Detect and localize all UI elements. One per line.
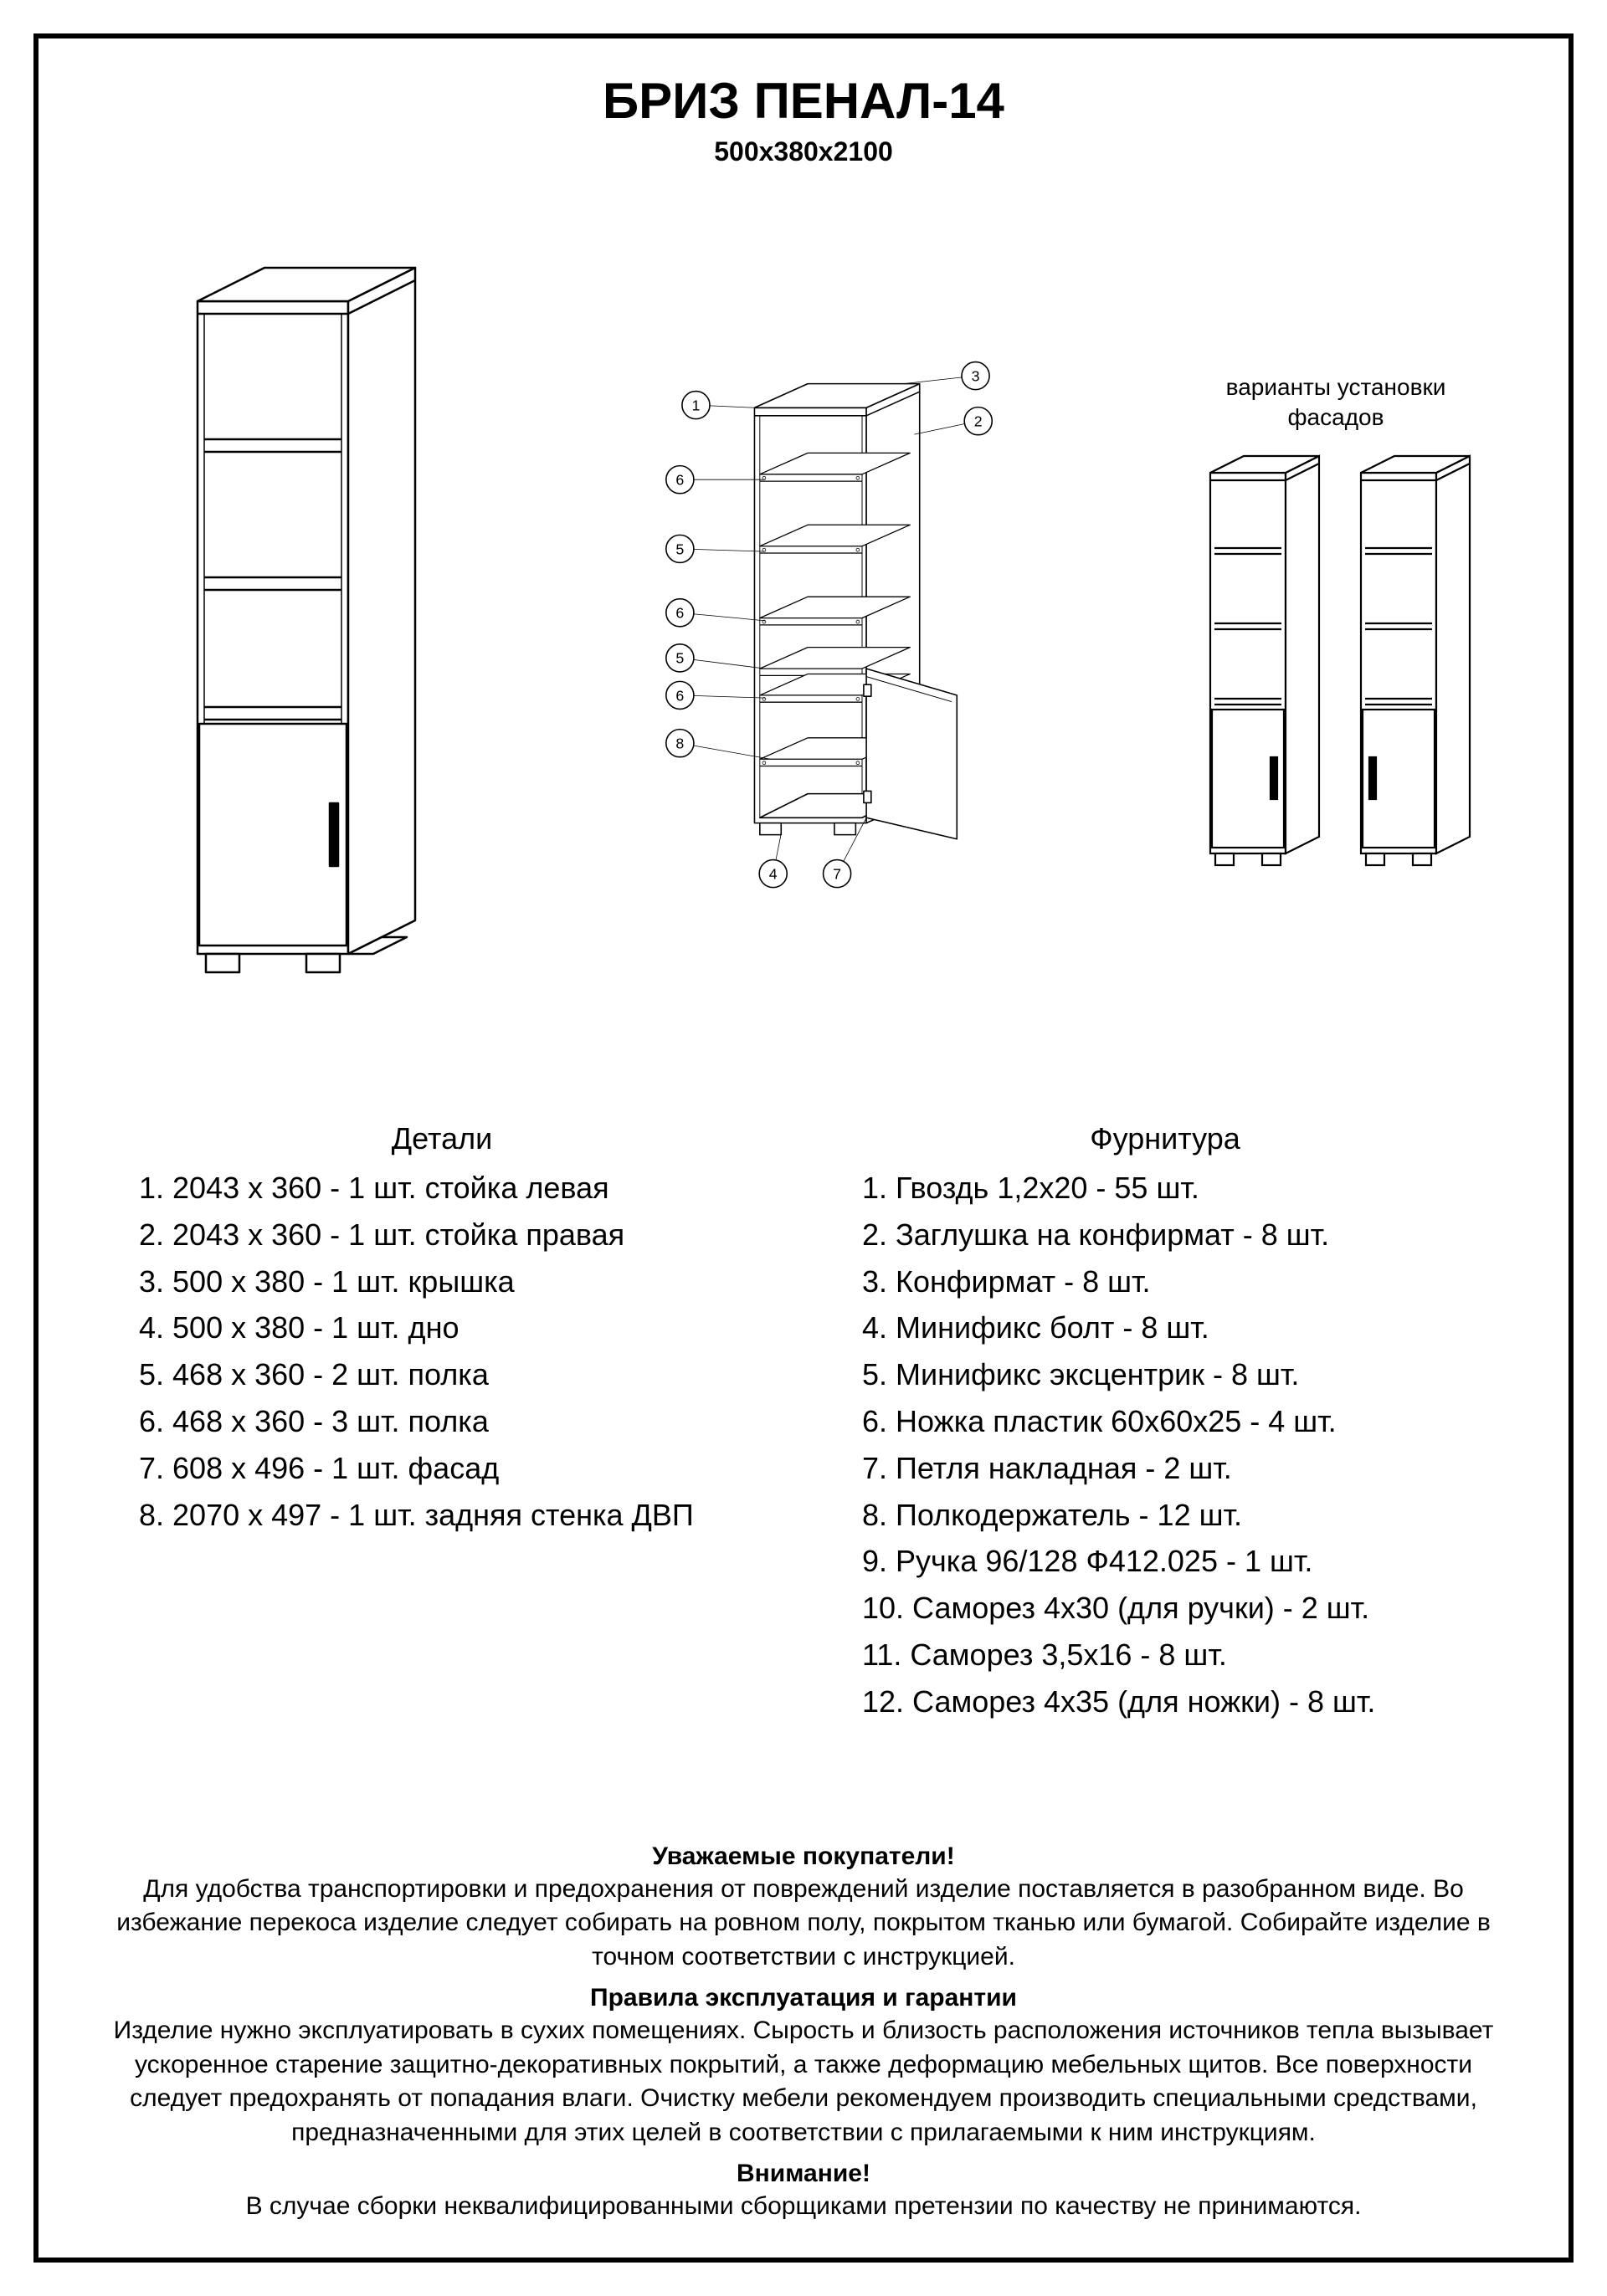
details-item: 8. 2070 х 497 - 1 шт. задняя стенка ДВП [139,1492,753,1539]
hardware-item: 12. Саморез 4х35 (для ножки) - 8 шт. [862,1678,1476,1725]
svg-text:6: 6 [675,472,684,489]
notice-text-2: Изделие нужно эксплуатировать в сухих по… [97,2014,1510,2150]
hardware-list: 1. Гвоздь 1,2х20 - 55 шт.2. Заглушка на … [854,1165,1476,1725]
parts-lists: Детали 1. 2043 х 360 - 1 шт. стойка лева… [80,1121,1527,1725]
notice-heading-2: Правила эксплуатация и гарантии [97,1984,1510,2012]
hardware-item: 6. Ножка пластик 60х60х25 - 4 шт. [862,1398,1476,1445]
hardware-item: 10. Саморез 4х30 (для ручки) - 2 шт. [862,1585,1476,1632]
details-item: 6. 468 х 360 - 3 шт. полка [139,1398,753,1445]
svg-text:5: 5 [675,650,684,667]
hardware-item: 1. Гвоздь 1,2х20 - 55 шт. [862,1165,1476,1212]
details-item: 3. 500 х 380 - 1 шт. крышка [139,1258,753,1305]
diagrams-area: 1 3 2 6 5 6 5 6 8 4 7 варианты установки фасадов [80,192,1527,1054]
details-item: 5. 468 х 360 - 2 шт. полка [139,1351,753,1398]
variants-label: варианты установки фасадов [1177,372,1495,433]
cabinet-assembled-diagram [181,243,457,987]
details-heading: Детали [131,1121,753,1156]
notice-heading-3: Внимание! [97,2160,1510,2188]
hardware-column: Фурнитура 1. Гвоздь 1,2х20 - 55 шт.2. За… [854,1121,1476,1725]
hardware-item: 7. Петля накладная - 2 шт. [862,1445,1476,1492]
svg-text:5: 5 [675,541,684,557]
notice-area: Уважаемые покупатели! Для удобства транс… [80,1842,1527,2224]
hardware-item: 4. Минификс болт - 8 шт. [862,1304,1476,1351]
svg-text:4: 4 [769,865,778,882]
variant-right-diagram [1353,443,1486,879]
cabinet-exploded-diagram: 1 3 2 6 5 6 5 6 8 4 7 [440,201,1026,1046]
details-item: 4. 500 х 380 - 1 шт. дно [139,1304,753,1351]
svg-text:6: 6 [675,687,684,704]
notice-heading-1: Уважаемые покупатели! [97,1842,1510,1871]
svg-text:7: 7 [833,865,841,882]
hardware-item: 3. Конфирмат - 8 шт. [862,1258,1476,1305]
product-dimensions: 500х380х2100 [80,136,1527,167]
svg-text:2: 2 [974,413,983,430]
details-item: 7. 608 х 496 - 1 шт. фасад [139,1445,753,1492]
details-list: 1. 2043 х 360 - 1 шт. стойка левая2. 204… [131,1165,753,1538]
variants-label-line2: фасадов [1288,404,1384,430]
notice-text-3: В случае сборки неквалифицированными сбо… [97,2190,1510,2224]
hardware-item: 9. Ручка 96/128 Ф412.025 - 1 шт. [862,1538,1476,1585]
svg-text:3: 3 [972,367,980,384]
details-item: 2. 2043 х 360 - 1 шт. стойка правая [139,1212,753,1258]
hardware-item: 2. Заглушка на конфирмат - 8 шт. [862,1212,1476,1258]
hardware-item: 5. Минификс эксцентрик - 8 шт. [862,1351,1476,1398]
details-column: Детали 1. 2043 х 360 - 1 шт. стойка лева… [131,1121,753,1725]
product-title: БРИЗ ПЕНАЛ-14 [80,72,1527,130]
details-item: 1. 2043 х 360 - 1 шт. стойка левая [139,1165,753,1212]
document-frame: БРИЗ ПЕНАЛ-14 500х380х2100 [33,33,1574,2263]
hardware-heading: Фурнитура [854,1121,1476,1156]
variants-label-line1: варианты установки [1226,374,1446,400]
hardware-item: 11. Саморез 3,5х16 - 8 шт. [862,1632,1476,1678]
svg-text:1: 1 [692,397,701,413]
notice-text-1: Для удобства транспортировки и предохран… [97,1873,1510,1975]
svg-text:8: 8 [675,735,684,752]
hardware-item: 8. Полкодержатель - 12 шт. [862,1492,1476,1539]
svg-text:6: 6 [675,605,684,622]
variant-left-diagram [1202,443,1336,879]
